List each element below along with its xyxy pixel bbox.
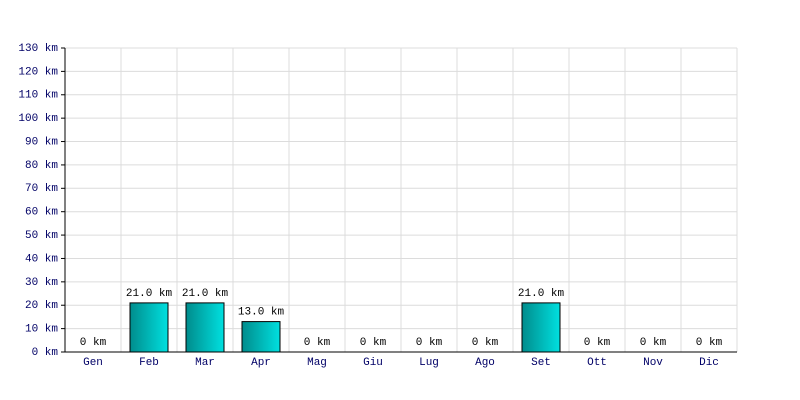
value-label: 0 km: [696, 337, 723, 349]
y-tick-label: 110 km: [18, 90, 58, 102]
x-tick-label: Ago: [475, 357, 495, 369]
bar: [129, 302, 169, 353]
value-label: 0 km: [472, 337, 499, 349]
value-label: 21.0 km: [182, 288, 229, 300]
value-label: 21.0 km: [518, 288, 565, 300]
x-tick-label: Feb: [139, 357, 159, 369]
value-label: 0 km: [640, 337, 667, 349]
x-tick-label: Set: [531, 357, 551, 369]
y-tick-label: 20 km: [25, 300, 58, 312]
x-tick-label: Mar: [195, 357, 215, 369]
y-tick-label: 130 km: [18, 43, 58, 55]
bar: [241, 321, 281, 353]
y-tick-label: 10 km: [25, 324, 58, 336]
value-label: 0 km: [416, 337, 443, 349]
y-tick-label: 70 km: [25, 183, 58, 195]
x-tick-label: Nov: [643, 357, 663, 369]
x-tick-label: Ott: [587, 357, 607, 369]
value-label: 0 km: [360, 337, 387, 349]
y-tick-label: 90 km: [25, 136, 58, 148]
value-label: 0 km: [584, 337, 611, 349]
bar: [185, 302, 225, 353]
value-label: 0 km: [304, 337, 331, 349]
x-tick-label: Dic: [699, 357, 719, 369]
x-tick-label: Mag: [307, 357, 327, 369]
value-label: 21.0 km: [126, 288, 173, 300]
y-tick-label: 0 km: [32, 347, 59, 359]
y-tick-label: 50 km: [25, 230, 58, 242]
value-label: 0 km: [80, 337, 107, 349]
y-tick-label: 40 km: [25, 253, 58, 265]
x-tick-label: Lug: [419, 357, 439, 369]
y-tick-label: 60 km: [25, 207, 58, 219]
x-tick-label: Apr: [251, 357, 271, 369]
y-tick-label: 30 km: [25, 277, 58, 289]
bar: [521, 302, 561, 353]
y-tick-label: 100 km: [18, 113, 58, 125]
x-tick-label: Gen: [83, 357, 103, 369]
value-label: 13.0 km: [238, 307, 285, 319]
y-tick-label: 120 km: [18, 66, 58, 78]
x-tick-label: Giu: [363, 357, 383, 369]
y-tick-label: 80 km: [25, 160, 58, 172]
